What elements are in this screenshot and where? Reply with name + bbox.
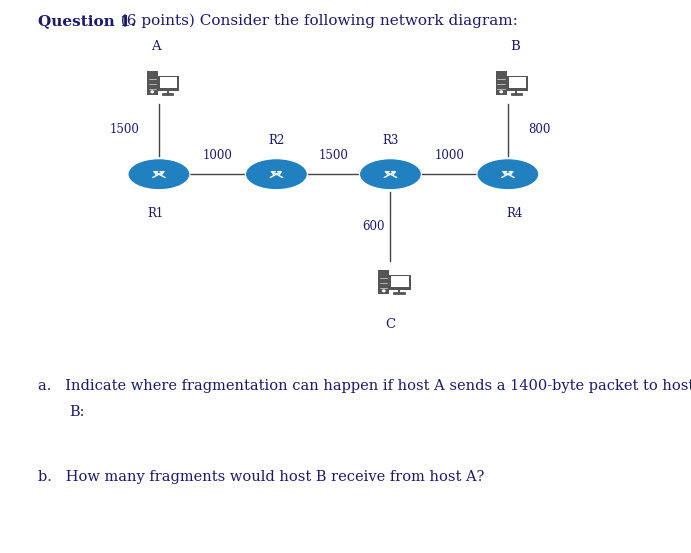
- FancyBboxPatch shape: [507, 76, 528, 91]
- Ellipse shape: [477, 159, 539, 190]
- Ellipse shape: [359, 159, 422, 190]
- Text: R1: R1: [147, 207, 164, 221]
- Text: 1000: 1000: [434, 149, 464, 162]
- Circle shape: [382, 289, 386, 293]
- Text: a.   Indicate where fragmentation can happen if host A sends a 1400-byte packet : a. Indicate where fragmentation can happ…: [38, 379, 691, 393]
- FancyBboxPatch shape: [160, 77, 178, 88]
- Text: R2: R2: [268, 133, 285, 147]
- FancyBboxPatch shape: [379, 270, 389, 294]
- FancyBboxPatch shape: [496, 71, 507, 95]
- Text: A: A: [151, 39, 160, 53]
- Text: (6 points) Consider the following network diagram:: (6 points) Consider the following networ…: [111, 14, 518, 28]
- Ellipse shape: [128, 159, 190, 190]
- Text: C: C: [386, 318, 395, 331]
- FancyBboxPatch shape: [158, 76, 179, 91]
- Text: b.   How many fragments would host B receive from host A?: b. How many fragments would host B recei…: [38, 470, 484, 484]
- FancyBboxPatch shape: [147, 71, 158, 95]
- Text: 800: 800: [529, 123, 551, 137]
- Circle shape: [500, 90, 503, 93]
- FancyBboxPatch shape: [390, 275, 410, 290]
- Text: Question 1.: Question 1.: [38, 14, 136, 28]
- Text: 600: 600: [362, 220, 385, 233]
- FancyBboxPatch shape: [391, 276, 409, 288]
- Circle shape: [151, 90, 154, 93]
- Text: 1000: 1000: [202, 149, 233, 162]
- Ellipse shape: [245, 159, 307, 190]
- Text: R3: R3: [382, 133, 399, 147]
- Text: R4: R4: [507, 207, 523, 221]
- Text: 1500: 1500: [319, 149, 348, 162]
- Text: B: B: [510, 39, 520, 53]
- FancyBboxPatch shape: [509, 77, 527, 88]
- Text: B:: B:: [69, 405, 84, 419]
- Text: 1500: 1500: [110, 123, 140, 137]
